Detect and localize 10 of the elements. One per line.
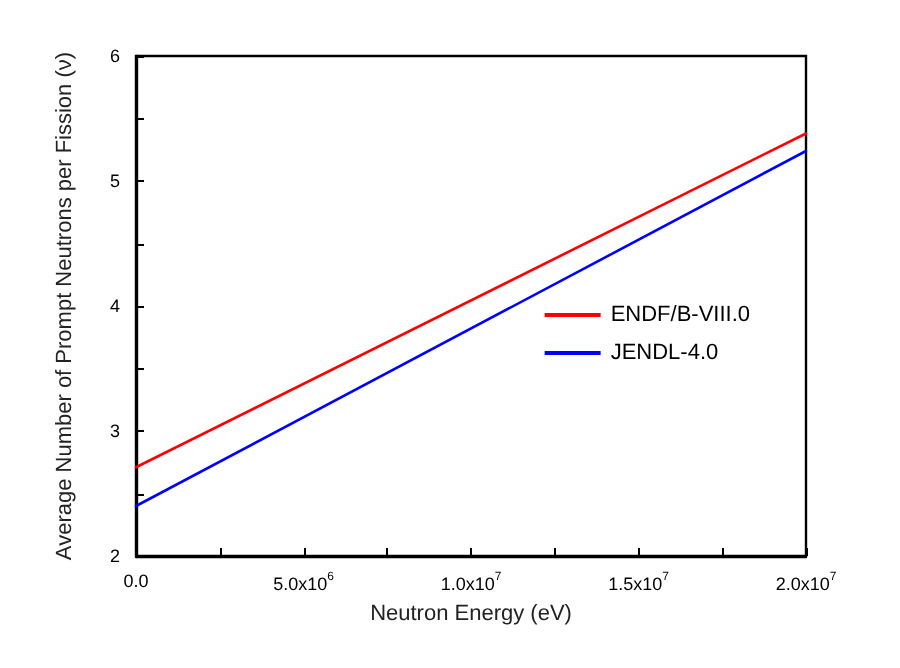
legend-label: ENDF/B-VIII.0	[610, 303, 751, 327]
x-axis-title: Neutron Energy (eV)	[370, 601, 572, 626]
y-tick-label: 4	[109, 296, 120, 316]
y-tick-label: 5	[109, 171, 120, 191]
y-tick-label: 2	[109, 546, 120, 566]
legend-label: JENDL-4.0	[610, 341, 719, 365]
y-tick-label: 3	[109, 421, 120, 441]
y-axis-title: Average Number of Prompt Neutrons per Fission (ν)	[53, 51, 77, 561]
y-tick-label: 6	[109, 46, 120, 66]
x-tick-label: 0.0	[123, 571, 149, 591]
